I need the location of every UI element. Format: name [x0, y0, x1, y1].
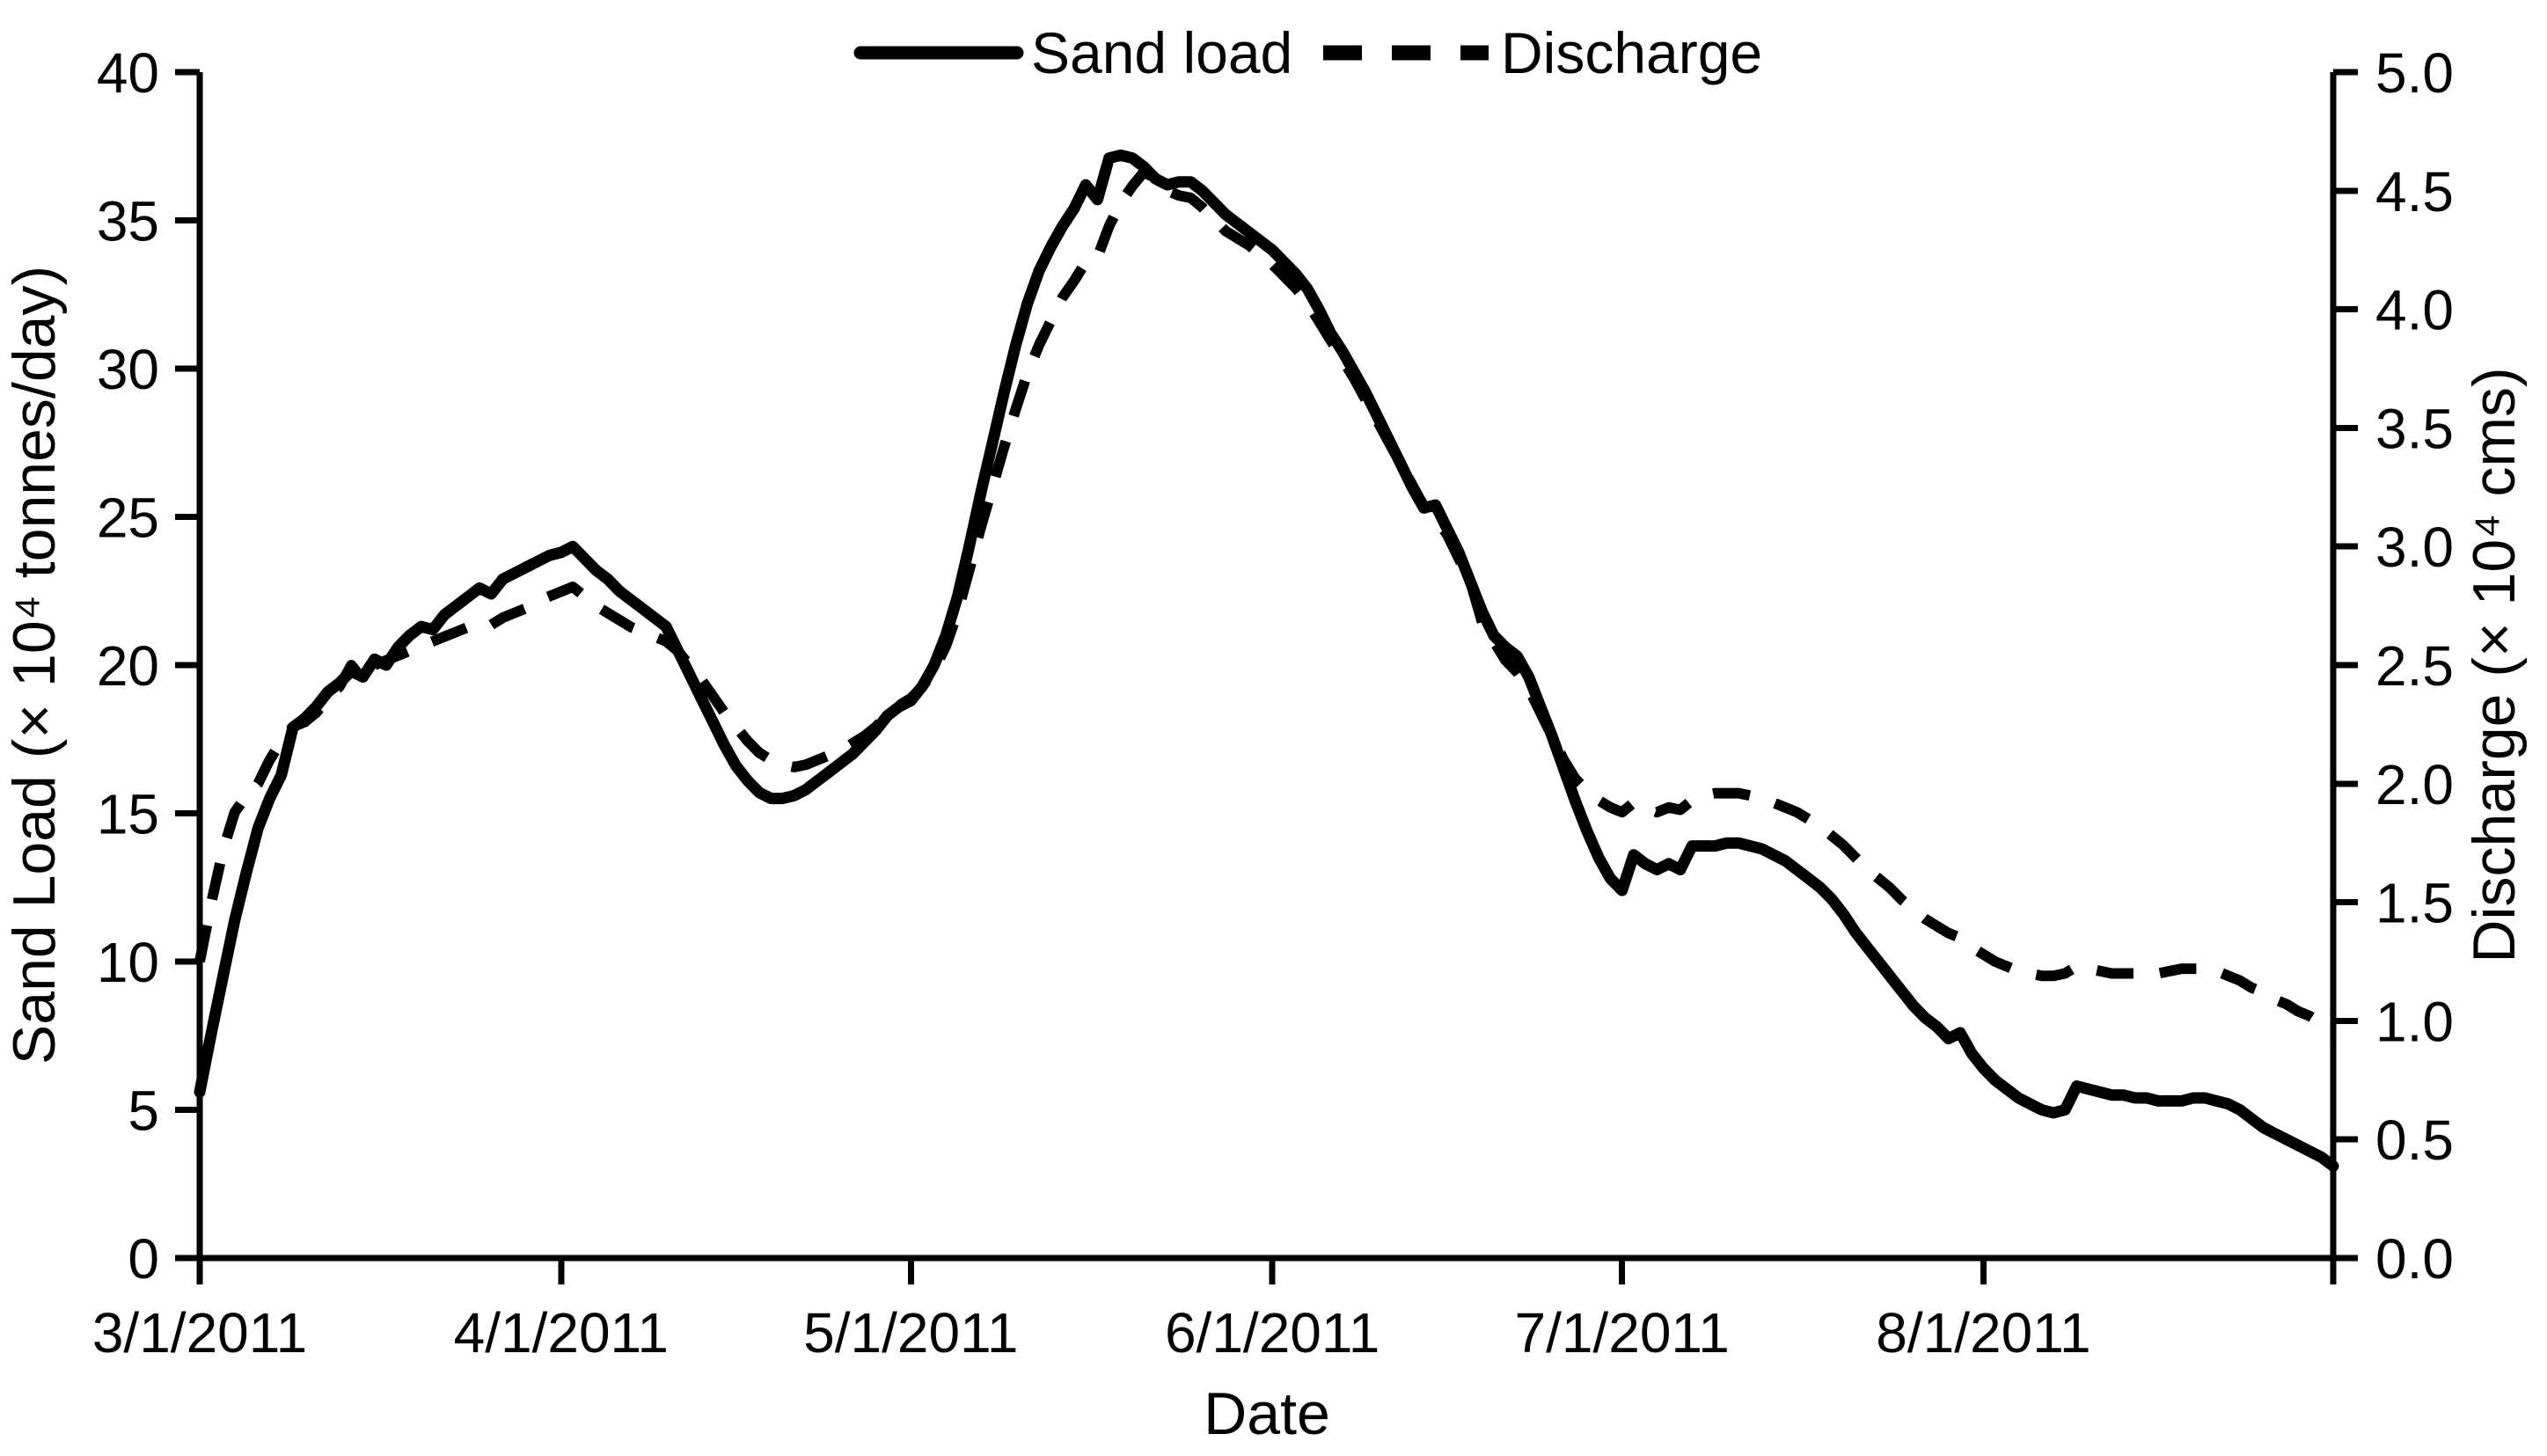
y-right-tick-label: 0.0 [2375, 1227, 2454, 1291]
y-left-axis-title: Sand Load (× 10⁴ tonnes/day) [1, 266, 68, 1065]
y-left-tick-label: 0 [128, 1227, 159, 1291]
y-right-tick-label: 3.0 [2375, 516, 2454, 579]
y-left-tick-label: 25 [97, 487, 159, 550]
y-right-tick-label: 1.5 [2375, 872, 2454, 935]
y-left-tick-label: 30 [97, 338, 159, 401]
legend-item-discharge: Discharge [1323, 20, 1762, 85]
y-right-tick-label: 5.0 [2375, 41, 2454, 105]
y-right-tick-label: 4.0 [2375, 279, 2454, 342]
legend-label-discharge: Discharge [1501, 20, 1762, 85]
y-left-tick-label: 5 [128, 1079, 159, 1143]
y-right-tick-label: 2.5 [2375, 634, 2454, 698]
x-tick-label: 7/1/2011 [1514, 1301, 1729, 1365]
y-right-tick-label: 3.5 [2375, 397, 2454, 460]
discharge-series-line [194, 166, 2337, 1037]
x-axis-title: Date [1204, 1380, 1330, 1447]
y-right-tick-label: 0.5 [2375, 1108, 2454, 1172]
plot-area: 0 5 10 15 20 25 30 35 40 0.0 0.5 1.0 1.5 2.0 2.5 3.0 3.5… [92, 41, 2454, 1365]
x-tick-label: 4/1/2011 [454, 1301, 669, 1365]
legend: Sand load Discharge [853, 20, 1762, 85]
y-right-tick-label: 2.0 [2375, 753, 2454, 816]
y-left-tick-label: 10 [97, 931, 159, 994]
x-tick-label: 6/1/2011 [1165, 1301, 1380, 1365]
y-right-axis-title: Discharge (× 10⁴ cms) [2461, 367, 2528, 962]
y-left-tick-label: 15 [97, 783, 159, 846]
y-right-tick-label: 4.5 [2375, 160, 2454, 223]
y-right-tick-label: 1.0 [2375, 990, 2454, 1053]
legend-label-sand-load: Sand load [1031, 20, 1292, 85]
y-left-tick-label: 35 [97, 190, 159, 253]
x-tick-label: 5/1/2011 [803, 1301, 1018, 1365]
y-left-tick-label: 20 [97, 634, 159, 698]
x-tick-label: 3/1/2011 [92, 1301, 307, 1365]
y-left-tick-label: 40 [97, 41, 159, 105]
x-tick-label: 8/1/2011 [1876, 1301, 2090, 1365]
sand-load-series-line [194, 149, 2339, 1172]
legend-item-sand-load: Sand load [853, 20, 1292, 85]
